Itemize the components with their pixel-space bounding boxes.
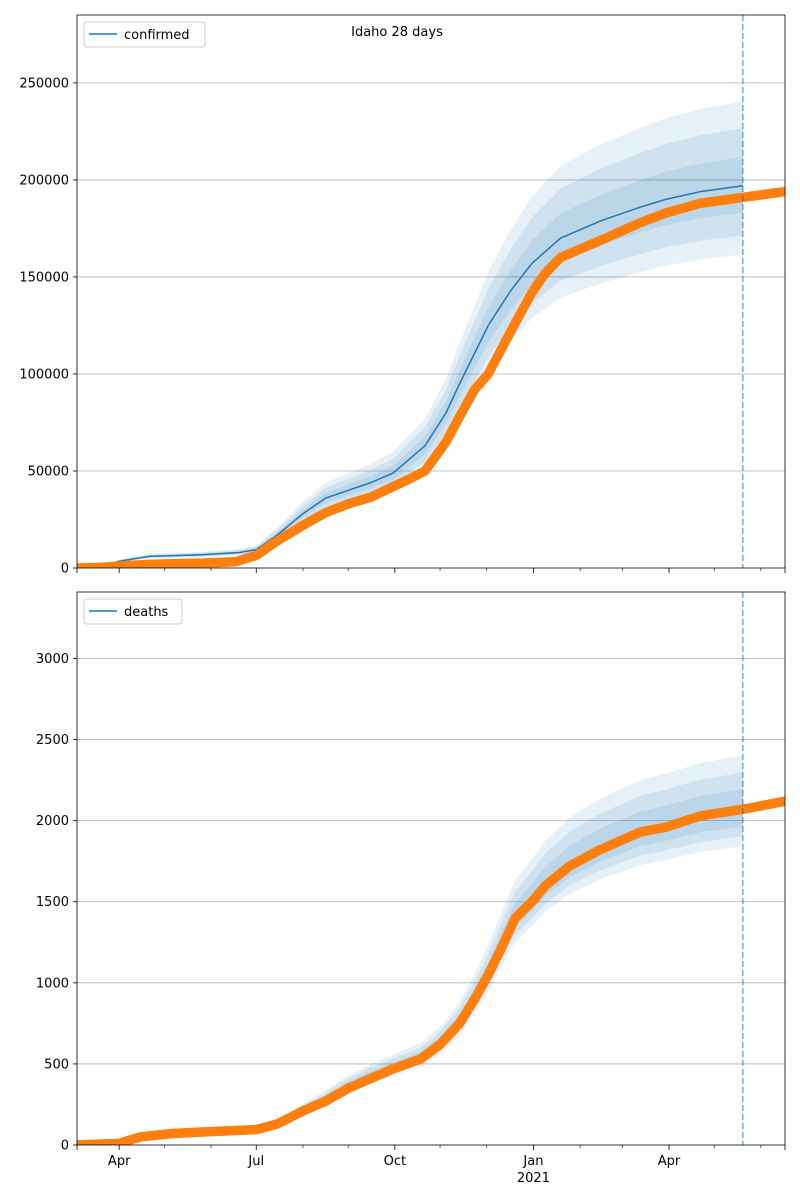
observed-point [780, 796, 785, 806]
uncertainty-band [99, 157, 743, 568]
chart-title: Idaho 28 days [351, 25, 443, 40]
plot-area [77, 592, 785, 1145]
ytick-label: 2500 [36, 733, 69, 748]
uncertainty-band [269, 772, 743, 1129]
subplot-confirmed: 0 50000 100000 150000 200000 250000 confirmed I… [19, 14, 786, 577]
xtick-label: Apr [108, 1154, 131, 1169]
ytick-label: 200000 [19, 173, 69, 188]
uncertainty-band [99, 128, 743, 568]
uncertainty-band [269, 789, 743, 1129]
xtick-label: Oct [384, 1154, 406, 1169]
model-median-line [99, 185, 743, 568]
plot-area [77, 15, 785, 568]
ytick-label: 2000 [36, 814, 69, 829]
ytick-label: 0 [61, 562, 69, 577]
xaxis-year-label: 2021 [517, 1171, 550, 1186]
xtick-label: Jul [247, 1154, 264, 1169]
legend: deaths [83, 598, 183, 625]
legend: confirmed [83, 21, 206, 48]
xtick-label: Apr [658, 1154, 681, 1169]
legend-label: deaths [124, 605, 169, 620]
ytick-label: 0 [61, 1139, 69, 1154]
ytick-label: 500 [44, 1057, 69, 1072]
uncertainty-band [99, 101, 743, 568]
observed-point [780, 186, 785, 197]
legend-label: confirmed [124, 28, 190, 43]
subplot-deaths: 0 500 1000 1500 2000 2500 3000 Apr Jul Oct Jan Apr 2… [36, 591, 786, 1186]
legend-box [83, 21, 206, 48]
ytick-label: 3000 [36, 652, 69, 667]
axes-frame [76, 591, 786, 1146]
ytick-label: 1500 [36, 895, 69, 910]
ytick-label: 150000 [19, 270, 69, 285]
ytick-label: 100000 [19, 367, 69, 382]
ytick-label: 250000 [19, 76, 69, 91]
xtick-label: Jan [522, 1154, 543, 1169]
legend-box [83, 598, 183, 625]
axes-frame [76, 14, 786, 569]
ytick-label: 1000 [36, 976, 69, 991]
ytick-label: 50000 [28, 464, 69, 479]
